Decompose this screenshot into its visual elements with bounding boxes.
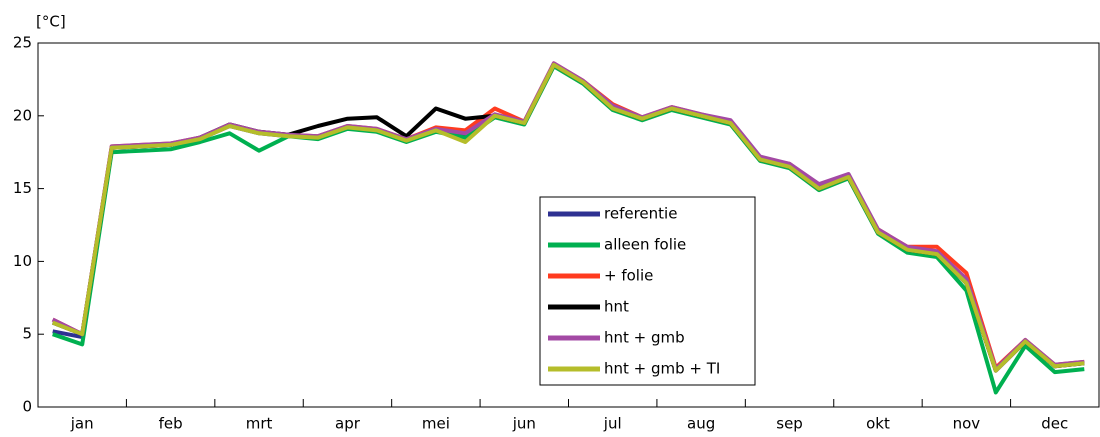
legend-label: alleen folie (604, 236, 686, 254)
y-tick-label: 5 (22, 325, 32, 343)
y-axis-label: [°C] (36, 13, 66, 31)
legend-label: hnt + gmb + TI (604, 360, 720, 378)
y-tick-label: 15 (13, 179, 32, 197)
y-tick-label: 20 (13, 106, 32, 124)
x-tick-label: apr (335, 415, 361, 433)
legend-label: referentie (604, 205, 677, 223)
y-tick-label: 25 (13, 34, 32, 52)
legend-box (539, 196, 756, 386)
y-tick-label: 10 (13, 252, 32, 270)
x-tick-label: dec (1041, 415, 1068, 433)
x-tick-label: mrt (246, 415, 273, 433)
x-tick-label: mei (422, 415, 450, 433)
x-tick-label: jun (512, 415, 536, 433)
x-tick-label: aug (687, 415, 715, 433)
x-tick-label: nov (953, 415, 981, 433)
legend-label: + folie (604, 267, 653, 285)
series-line (51, 62, 1085, 373)
y-tick-label: 0 (22, 398, 32, 416)
legend-label: hnt + gmb (604, 329, 685, 347)
x-tick-label: feb (159, 415, 183, 433)
x-tick-label: jan (70, 415, 94, 433)
legend-label: hnt (604, 298, 629, 316)
x-tick-label: sep (776, 415, 803, 433)
x-tick-label: jul (603, 415, 622, 433)
x-tick-label: okt (866, 415, 890, 433)
